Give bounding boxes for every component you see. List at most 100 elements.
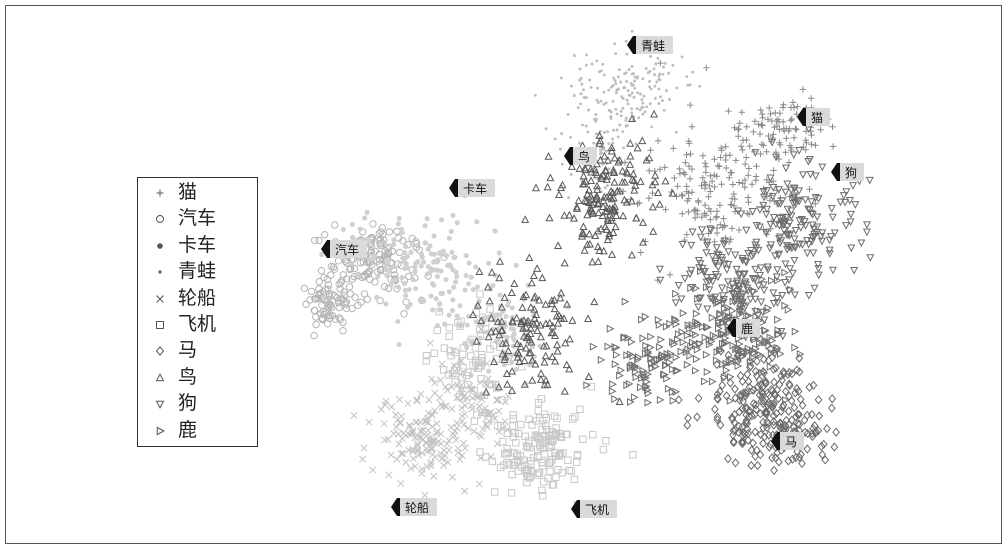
legend-label: 狗: [178, 392, 198, 415]
data-point: [512, 313, 521, 322]
data-point: [488, 457, 497, 466]
data-point: [501, 418, 509, 426]
data-point: [738, 143, 745, 150]
data-point: [545, 318, 554, 327]
cluster-label-text: 汽车: [335, 242, 359, 257]
data-point: [638, 315, 646, 324]
data-point: [422, 240, 428, 246]
data-point: [517, 317, 526, 325]
data-point: [661, 164, 668, 171]
data-point: [395, 396, 403, 404]
data-point: [627, 397, 635, 407]
data-point: [671, 315, 679, 324]
data-point: [808, 221, 817, 230]
data-point: [323, 320, 332, 328]
data-point: [797, 215, 806, 224]
data-point: [441, 452, 449, 460]
data-point: [453, 269, 459, 275]
data-point: [751, 295, 760, 304]
data-point: [845, 197, 854, 205]
data-point: [404, 272, 413, 281]
data-point: [643, 386, 652, 395]
data-point: [669, 396, 678, 405]
data-point: [751, 427, 760, 437]
data-point: [848, 182, 858, 190]
data-point: [645, 105, 649, 109]
data-point: [543, 425, 551, 434]
data-point: [615, 128, 619, 132]
data-point: [547, 299, 557, 308]
data-point: [519, 324, 528, 332]
data-point: [625, 52, 629, 56]
data-point: [656, 166, 664, 173]
data-point: [493, 317, 502, 326]
data-point: [505, 302, 511, 308]
data-point: [407, 464, 415, 473]
data-point: [722, 366, 731, 375]
data-point: [365, 268, 373, 276]
data-point: [698, 182, 705, 190]
data-point: [583, 210, 592, 219]
data-point: [533, 433, 541, 441]
data-point: [697, 226, 707, 234]
cluster-label-text: 马: [785, 435, 797, 449]
data-point: [633, 143, 642, 152]
data-point: [765, 442, 774, 452]
data-point: [452, 436, 460, 444]
data-point: [519, 456, 527, 464]
data-point: [728, 195, 736, 202]
data-point: [728, 225, 736, 232]
data-point: [754, 282, 763, 291]
data-point: [646, 343, 655, 352]
data-point: [725, 107, 732, 115]
data-point: [584, 124, 588, 128]
data-point: [487, 327, 496, 336]
data-point: [436, 250, 443, 256]
data-point: [553, 319, 563, 327]
data-point: [340, 227, 346, 233]
legend-marker-icon: [152, 315, 168, 333]
data-point: [327, 271, 335, 279]
data-point: [341, 257, 350, 265]
data-point: [517, 420, 525, 429]
data-point: [447, 351, 455, 360]
data-point: [733, 345, 741, 355]
data-point: [728, 306, 737, 315]
data-point: [657, 335, 666, 344]
data-point: [423, 417, 431, 425]
data-point: [619, 109, 623, 113]
data-point: [554, 241, 563, 249]
data-point: [646, 71, 650, 75]
data-point: [425, 271, 431, 277]
data-point: [784, 369, 792, 380]
data-point: [724, 454, 732, 464]
data-point: [500, 461, 508, 469]
data-point: [766, 362, 775, 371]
data-point: [595, 98, 599, 102]
data-point: [701, 179, 708, 186]
data-point: [511, 326, 517, 332]
data-point: [565, 210, 574, 219]
data-point: [748, 180, 756, 188]
data-point: [468, 405, 476, 413]
data-point: [569, 172, 573, 176]
data-point: [596, 86, 600, 90]
data-point: [580, 196, 590, 204]
data-point: [808, 131, 815, 139]
data-point: [741, 184, 748, 191]
data-point: [679, 192, 686, 200]
data-point: [459, 364, 467, 372]
data-point: [614, 91, 618, 95]
data-point: [593, 185, 602, 193]
data-point: [721, 339, 729, 348]
data-point: [628, 337, 636, 347]
data-point: [749, 250, 758, 259]
data-point: [759, 114, 766, 121]
data-point: [495, 330, 504, 339]
data-point: [674, 130, 678, 134]
data-point: [668, 98, 671, 101]
data-point: [766, 220, 775, 229]
data-point: [341, 299, 350, 307]
data-point: [850, 266, 859, 275]
data-point: [587, 204, 596, 213]
